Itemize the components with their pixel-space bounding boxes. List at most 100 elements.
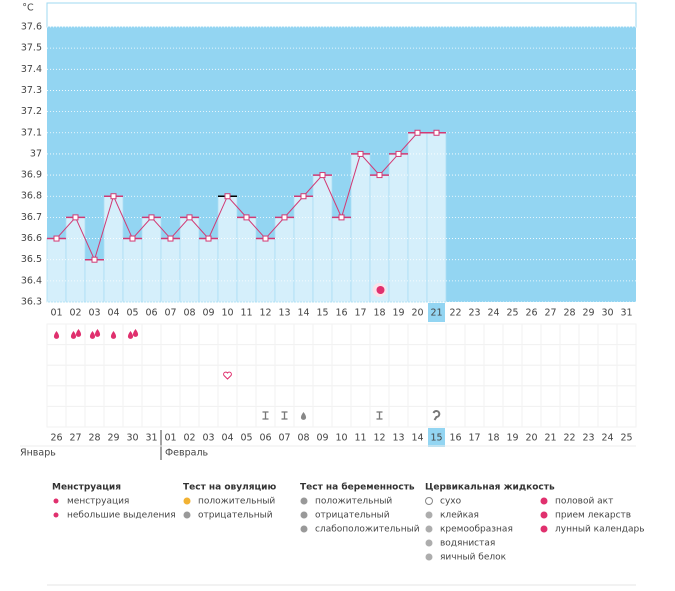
grid-cell [236, 405, 257, 428]
grid-cell [141, 385, 162, 407]
grid-cell [274, 344, 295, 366]
x-tick-label: 15 [316, 308, 328, 319]
y-tick-label: 37.6 [21, 22, 42, 33]
grid-cell [483, 385, 504, 407]
grid-cell [578, 405, 599, 428]
grid-cell [103, 364, 124, 387]
y-tick-label: 36.8 [21, 191, 42, 202]
date-label: 26 [50, 433, 62, 444]
grid-cell [559, 385, 580, 407]
grid-cell [483, 405, 504, 428]
legend-item: менструация [67, 497, 129, 507]
grid-cell [236, 323, 257, 346]
date-label: 12 [373, 433, 385, 444]
grid-cell [616, 323, 637, 346]
x-tick-label: 17 [354, 308, 366, 319]
grid-cell [559, 364, 580, 387]
date-label: 14 [411, 433, 423, 444]
grid-cell [521, 344, 542, 366]
x-tick-label: 31 [620, 308, 632, 319]
grid-cell [141, 344, 162, 366]
grid-cell [293, 323, 314, 346]
grid-cell [616, 385, 637, 407]
legend-item: отрицательный [315, 511, 390, 521]
bar [388, 153, 409, 303]
grid-cell [540, 344, 561, 366]
grid-cell [160, 385, 181, 407]
point [243, 214, 250, 221]
grid-cell [388, 344, 409, 366]
grid-cell [46, 364, 67, 387]
grid-cell [65, 364, 86, 387]
bar [160, 238, 181, 303]
grid-cell [369, 323, 390, 346]
grid-cell [350, 344, 371, 366]
date-label: 13 [392, 433, 404, 444]
grid-cell [312, 323, 333, 346]
date-label: 03 [202, 433, 214, 444]
drop-icon [132, 329, 139, 337]
grid-cell [464, 385, 485, 407]
grid-cell [274, 323, 295, 346]
x-tick-label: 11 [240, 308, 252, 319]
grid-cell [274, 385, 295, 407]
date-label: 01 [164, 433, 176, 444]
grid-cell [236, 364, 257, 387]
grid-cell [502, 323, 523, 346]
x-tick-label: 27 [544, 308, 556, 319]
grid-cell [65, 385, 86, 407]
grid-cell [540, 323, 561, 346]
drop-icon [300, 412, 307, 420]
grid-cell [198, 364, 219, 387]
date-label: 28 [88, 433, 100, 444]
grid-cell [369, 344, 390, 366]
x-tick-label: 21 [430, 308, 442, 319]
legend-icon [183, 497, 191, 505]
grid-cell [502, 405, 523, 428]
grid-cell [65, 405, 86, 428]
grid-cell [597, 385, 618, 407]
grid-cell [122, 364, 143, 387]
grid-cell [426, 344, 447, 366]
grid-cell [103, 405, 124, 428]
legend-icon [300, 497, 308, 505]
plot-top [46, 2, 637, 28]
legend-item: яичный белок [440, 553, 507, 563]
grid-cell [407, 385, 428, 407]
grid-cell [331, 344, 352, 366]
grid-cell [217, 364, 238, 387]
grid-cell [521, 364, 542, 387]
x-tick-label: 30 [601, 308, 613, 319]
y-tick-label: 36.5 [21, 254, 42, 265]
date-label: 04 [221, 433, 233, 444]
point [148, 214, 155, 221]
grid-cell [464, 364, 485, 387]
x-tick-label: 01 [50, 308, 62, 319]
moon-icon-inner [376, 286, 385, 294]
grid-cell [160, 323, 181, 346]
date-label: 17 [468, 433, 480, 444]
grid-cell [369, 385, 390, 407]
grid-cell [331, 405, 352, 428]
y-tick-label: 36.6 [21, 233, 42, 244]
date-label: 18 [487, 433, 499, 444]
x-tick-label: 26 [525, 308, 537, 319]
grid-cell [331, 323, 352, 346]
y-axis-label: °C [22, 3, 34, 14]
point [414, 129, 421, 136]
legend-icon [540, 497, 548, 505]
grid-cell [559, 405, 580, 428]
grid-cell [122, 405, 143, 428]
y-tick-label: 37.2 [21, 106, 42, 117]
x-tick-label: 04 [107, 308, 119, 319]
x-tick-label: 10 [221, 308, 233, 319]
grid-cell [445, 385, 466, 407]
grid-cell [236, 385, 257, 407]
date-label: 02 [183, 433, 195, 444]
creamy-icon [432, 410, 441, 421]
date-label: 16 [449, 433, 461, 444]
point [281, 214, 288, 221]
grid-cell [160, 405, 181, 428]
x-tick-label: 02 [69, 308, 81, 319]
